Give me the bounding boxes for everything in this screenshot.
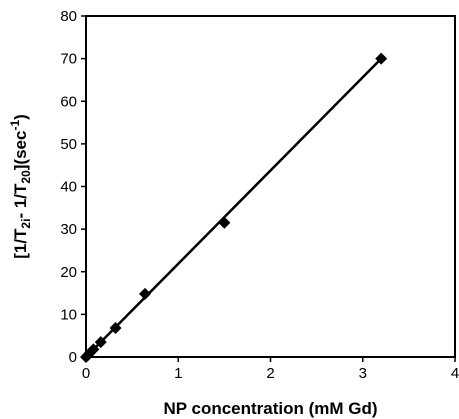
y-axis-title-part: ](sec xyxy=(11,131,30,171)
data-points xyxy=(80,52,388,363)
trendline xyxy=(85,57,383,358)
tick-labels: 0 10 20 30 40 50 60 70 80 0 1 2 3 4 xyxy=(60,8,459,382)
x-tick-label: 3 xyxy=(359,365,367,382)
y-tick-label: 10 xyxy=(60,306,77,323)
y-axis-title-part: - 1/T xyxy=(11,183,30,219)
y-tick-label: 40 xyxy=(60,179,77,196)
y-axis-title-superscript: -1 xyxy=(8,120,22,131)
data-point-marker xyxy=(87,343,100,356)
plot-area-frame xyxy=(85,15,456,358)
y-tick-label: 70 xyxy=(60,51,77,68)
y-axis-title-part: ) xyxy=(11,114,30,120)
y-axis-title-subscript: 20 xyxy=(19,170,33,184)
x-tick-label: 2 xyxy=(266,365,274,382)
data-point-marker xyxy=(375,52,388,65)
data-point-marker xyxy=(218,216,231,229)
y-axis-title-part: [1/T xyxy=(11,228,30,259)
y-tick-label: 50 xyxy=(60,136,77,153)
y-tick-label: 20 xyxy=(60,264,77,281)
x-tick-label: 0 xyxy=(82,365,90,382)
y-tick-label: 80 xyxy=(60,8,77,25)
x-tick-label: 4 xyxy=(451,365,459,382)
x-tick-label: 1 xyxy=(174,365,182,382)
data-point-marker xyxy=(139,287,152,300)
y-axis-title: [1/T2i- 1/T20](sec-1) xyxy=(8,114,33,259)
tick-marks xyxy=(81,15,456,362)
data-point-marker xyxy=(109,322,122,335)
y-tick-label: 60 xyxy=(60,93,77,110)
data-point-marker xyxy=(94,336,107,349)
y-tick-label: 0 xyxy=(69,349,77,366)
y-axis-title-subscript: 2i xyxy=(19,219,33,229)
x-axis-title: NP concentration (mM Gd) xyxy=(163,399,377,418)
trendline-layer xyxy=(85,57,383,358)
y-tick-label: 30 xyxy=(60,221,77,238)
